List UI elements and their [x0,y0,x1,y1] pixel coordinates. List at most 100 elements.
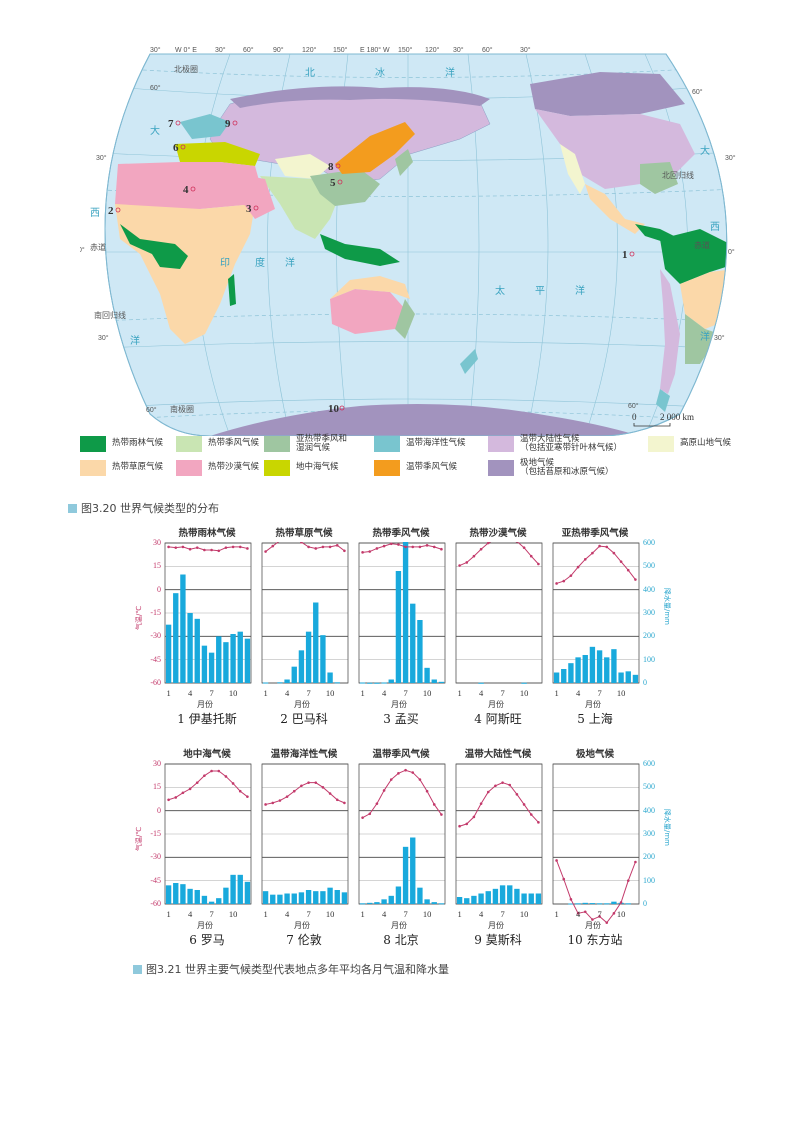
world-climate-map: 30° W 0° E 30° 60° 90° 120° 150° E 180° … [80,44,736,436]
svg-text:30°: 30° [453,46,464,54]
svg-text:0: 0 [632,412,637,422]
month-tick: 4 [285,909,290,919]
station-marker-8: 8 [328,161,341,173]
temperature-point [167,798,170,802]
climate-chart-10: 极地气候 1 4 7 10 月份 10 东方站 600 500 400 300 200 100 0 降水量/… [552,746,671,956]
svg-text:90°: 90° [273,46,284,54]
temperature-point [458,824,461,828]
region-australia-east [395,299,415,339]
svg-text:0°: 0° [80,246,85,254]
month-tick: 7 [209,688,213,698]
month-tick: 1 [263,909,267,919]
temperature-point [188,547,192,551]
month-tick: 4 [479,909,484,919]
month-tick: 4 [382,909,387,919]
legend-swatch [648,436,674,452]
svg-text:60°: 60° [482,46,493,54]
svg-text:冰: 冰 [375,66,385,79]
month-tick: 10 [229,909,238,919]
region-arabia [235,174,275,219]
precip-bar [388,895,394,904]
precip-bar [277,894,283,904]
figure-caption-3-21: 图3.21 世界主要气候类型代表地点多年平均各月气温和降水量 [133,961,449,977]
month-tick: 10 [423,909,432,919]
precip-axis-tick: 100 [643,654,655,664]
precip-bar [173,883,179,904]
svg-text:0°: 0° [728,248,735,256]
precip-bar [410,603,416,683]
region-eurasia-polar [230,86,490,108]
temperature-point [335,798,339,802]
precip-bar [313,891,319,904]
svg-text:4: 4 [183,184,189,196]
temperature-point [569,898,573,901]
plot-frame [164,763,252,905]
chart-plot: 1 4 7 10 月份 [261,542,349,709]
chart-plot: 1 4 7 10 月份 [261,763,349,930]
station-label: 7 伦敦 [286,933,322,947]
longitude-labels: 30° W 0° E 30° 60° 90° 120° 150° E 180° … [150,46,531,54]
legend-swatch [80,436,106,452]
station-marker-4: 4 [183,184,196,196]
station-marker-1: 1 [622,249,635,261]
temperature-point [465,561,469,564]
temperature-point [375,547,379,550]
svg-text:60°: 60° [243,46,254,54]
svg-text:洋: 洋 [285,256,295,269]
month-axis-label: 月份 [585,699,601,709]
temperature-line [362,769,442,819]
svg-text:7: 7 [168,118,174,130]
svg-text:30°: 30° [215,46,226,54]
month-tick: 1 [263,688,267,698]
temperature-point [167,545,170,549]
precip-bar [535,893,542,904]
precip-bar [582,902,588,904]
svg-text:北: 北 [305,67,315,79]
station-marker-10: 10 [328,403,345,415]
precip-axis-tick: 0 [643,678,647,687]
station-marker-9: 9 [225,118,238,130]
temperature-point [300,784,303,788]
precip-bar [298,650,305,683]
precip-bar [402,542,409,683]
station-marker-6: 6 [173,142,186,154]
temperature-point [529,554,533,558]
precip-bar [514,888,520,904]
temp-axis-tick: 0 [157,805,161,815]
temperature-point [397,772,400,775]
precip-bar [187,888,193,904]
temperature-point [465,822,469,826]
station-label: 4 阿斯旺 [474,712,522,726]
station-label: 10 东方站 [567,933,623,947]
month-axis-label: 月份 [488,920,504,930]
month-tick: 1 [554,909,558,919]
temperature-point [321,545,325,549]
precip-bar [262,682,269,684]
precip-axis-tick: 400 [643,805,655,815]
precip-bar [582,655,588,683]
caption-marker [68,503,77,513]
month-tick: 1 [166,688,170,698]
precip-bar [173,593,179,683]
temperature-point [343,549,346,553]
precip-bar [284,893,290,904]
svg-text:西: 西 [710,222,720,233]
temperature-line [265,782,345,805]
temperature-point [537,562,540,566]
chart-plot: 1 4 7 10 月份 [164,763,252,930]
precip-bar [216,636,222,683]
precip-axis-title: 降水量/mm [663,588,671,625]
month-tick: 7 [403,909,407,919]
month-tick: 10 [423,688,432,698]
month-tick: 10 [229,688,238,698]
temperature-line [459,542,539,567]
temp-axis-tick: 30 [153,538,161,547]
chart-title: 热带沙漠气候 [469,528,527,539]
precip-axis-title: 降水量/mm [663,809,671,846]
temperature-line [168,546,248,552]
precip-bar [223,887,229,904]
region-congo-rainforest [120,224,188,269]
temperature-point [418,778,422,781]
precip-bar [471,895,477,904]
legend-swatch [488,436,514,452]
